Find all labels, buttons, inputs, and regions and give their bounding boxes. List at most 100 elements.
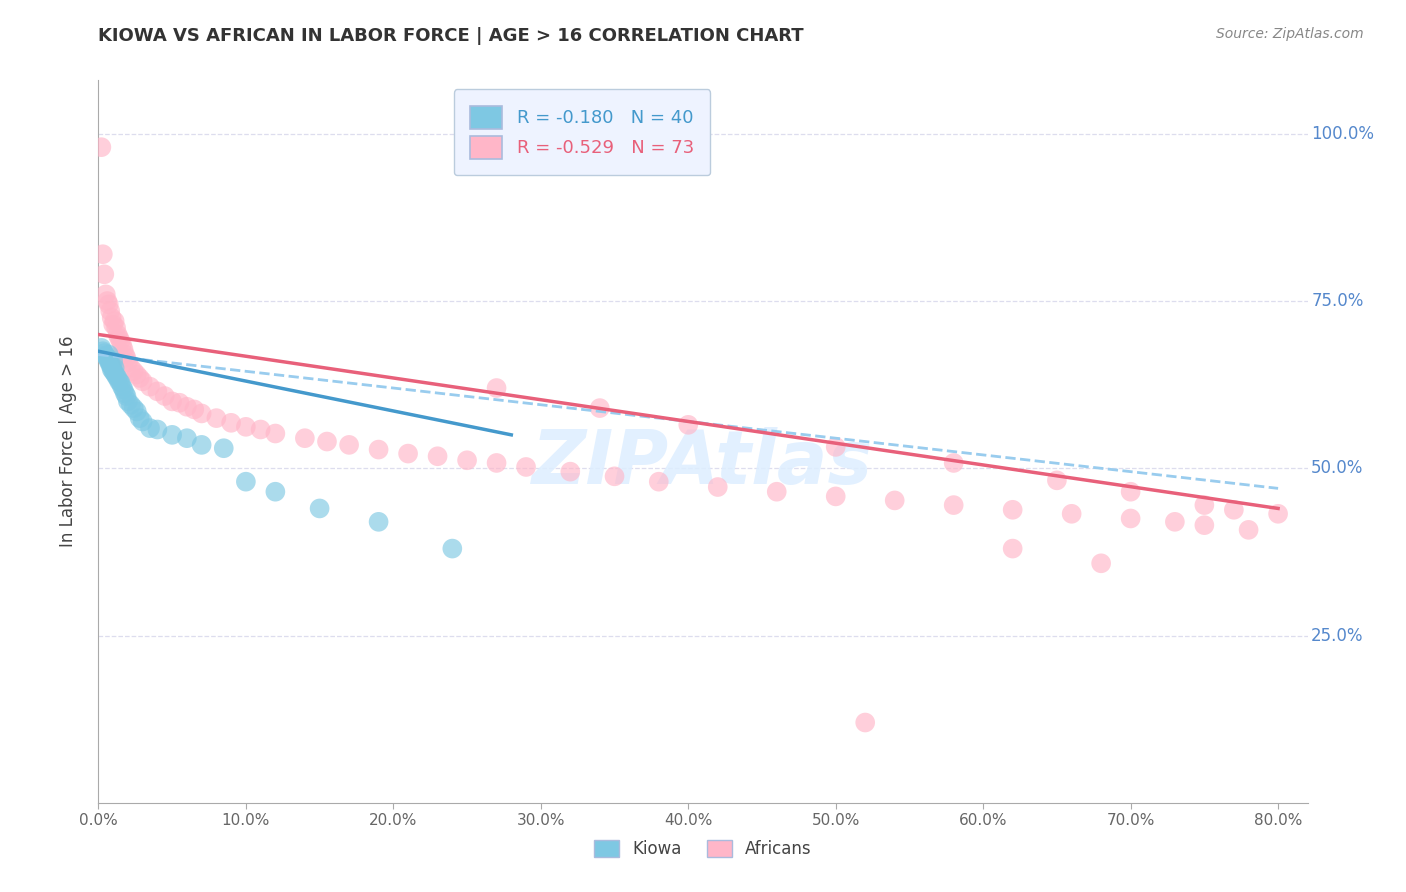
Point (1060, 507, 1083, 521)
Point (115, 351, 138, 365)
Point (190, 438, 212, 452)
Point (97, 297, 120, 311)
Point (235, 420, 257, 434)
Point (883, 493, 905, 508)
Point (426, 450, 449, 464)
Point (120, 398, 142, 412)
Point (1119, 484, 1142, 499)
Point (122, 401, 145, 416)
Point (294, 431, 316, 445)
Point (90, 341, 112, 355)
Point (176, 431, 198, 445)
Point (589, 401, 612, 416)
Point (96, 294, 118, 309)
Point (128, 411, 150, 425)
Point (101, 364, 124, 378)
Point (1090, 557, 1112, 571)
Point (139, 380, 162, 394)
Point (648, 475, 671, 489)
Text: 50.0%: 50.0% (1312, 459, 1364, 477)
Point (183, 402, 205, 417)
Point (139, 421, 162, 435)
Point (316, 434, 339, 449)
Point (456, 453, 478, 467)
Point (396, 446, 419, 460)
Point (96, 351, 118, 365)
Point (111, 380, 134, 394)
Point (337, 438, 360, 452)
Point (367, 515, 389, 529)
Point (122, 364, 145, 378)
Point (111, 337, 134, 351)
Point (824, 489, 846, 503)
Point (1237, 523, 1260, 537)
Point (853, 715, 876, 730)
Point (942, 456, 965, 470)
Point (131, 414, 153, 429)
Point (678, 417, 700, 432)
Point (120, 361, 142, 376)
Y-axis label: In Labor Force | Age > 16: In Labor Force | Age > 16 (59, 335, 77, 548)
Point (93, 268, 115, 282)
Point (94, 287, 117, 301)
Point (114, 348, 136, 362)
Point (190, 407, 212, 421)
Point (1119, 511, 1142, 525)
Point (97, 354, 120, 368)
Point (212, 442, 235, 455)
Point (105, 321, 128, 335)
Text: 100.0%: 100.0% (1312, 125, 1374, 143)
Point (824, 440, 846, 454)
Point (485, 456, 508, 470)
Point (104, 361, 127, 376)
Point (560, 465, 582, 479)
Point (110, 376, 132, 390)
Text: Source: ZipAtlas.com: Source: ZipAtlas.com (1216, 27, 1364, 41)
Point (205, 411, 228, 425)
Point (90, 140, 112, 154)
Point (104, 314, 127, 328)
Point (115, 389, 138, 403)
Point (603, 469, 626, 483)
Point (105, 369, 128, 384)
Point (98, 356, 121, 370)
Point (1223, 503, 1246, 517)
Point (1164, 515, 1187, 529)
Point (125, 404, 148, 418)
Point (308, 501, 330, 516)
Legend: Kiowa, Africans: Kiowa, Africans (586, 832, 820, 867)
Point (706, 480, 728, 494)
Point (219, 416, 242, 430)
Point (104, 366, 127, 380)
Point (160, 427, 183, 442)
Point (108, 331, 131, 345)
Point (128, 371, 150, 385)
Point (112, 382, 135, 396)
Point (942, 498, 965, 512)
Point (1001, 503, 1024, 517)
Point (93, 346, 115, 360)
Point (160, 394, 183, 409)
Point (100, 359, 122, 374)
Point (97, 348, 120, 362)
Text: 75.0%: 75.0% (1312, 292, 1364, 310)
Point (153, 389, 176, 403)
Text: ZIPAtlas: ZIPAtlas (533, 426, 873, 500)
Point (264, 484, 287, 499)
Point (94, 349, 117, 363)
Point (1194, 518, 1216, 533)
Point (264, 426, 287, 441)
Point (235, 475, 257, 489)
Point (107, 371, 129, 385)
Point (98, 304, 121, 318)
Point (249, 423, 271, 437)
Point (146, 384, 169, 399)
Point (110, 334, 132, 349)
Point (765, 484, 787, 499)
Text: KIOWA VS AFRICAN IN LABOR FORCE | AGE > 16 CORRELATION CHART: KIOWA VS AFRICAN IN LABOR FORCE | AGE > … (98, 27, 804, 45)
Point (91, 344, 114, 359)
Point (515, 460, 537, 475)
Point (131, 375, 153, 389)
Point (125, 368, 148, 382)
Point (169, 396, 191, 410)
